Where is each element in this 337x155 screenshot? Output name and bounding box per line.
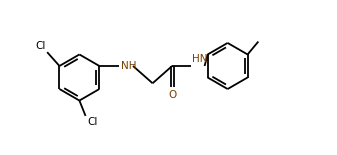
Text: HN: HN	[192, 54, 208, 64]
Text: O: O	[168, 90, 176, 100]
Text: NH: NH	[121, 61, 136, 71]
Text: Cl: Cl	[87, 117, 97, 127]
Text: Cl: Cl	[35, 41, 45, 51]
